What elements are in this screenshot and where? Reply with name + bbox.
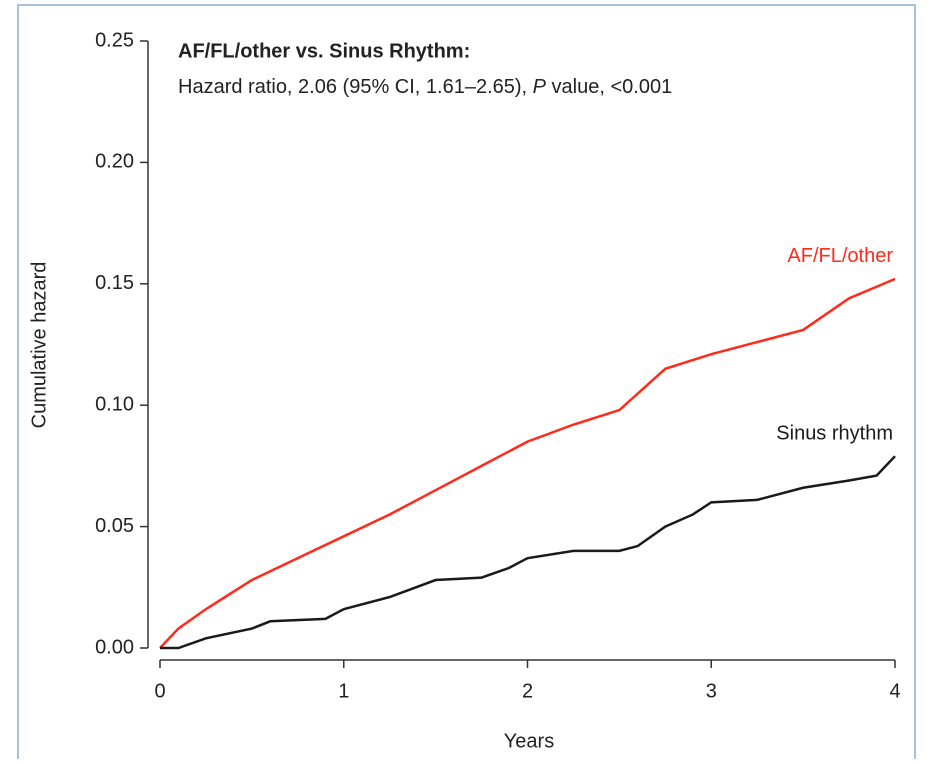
y-tick-label: 0.00 [95, 636, 134, 658]
y-tick-label: 0.05 [95, 515, 134, 537]
x-tick-label: 0 [154, 680, 165, 702]
x-axis-label: Years [504, 730, 554, 752]
subtitle-part: value, <0.001 [546, 76, 672, 98]
y-axis-label: Cumulative hazard [28, 262, 50, 429]
chart-subtitle: Hazard ratio, 2.06 (95% CI, 1.61–2.65), … [178, 76, 672, 98]
y-tick-label: 0.10 [95, 393, 134, 415]
chart-title: AF/FL/other vs. Sinus Rhythm: [178, 40, 470, 62]
series-label: AF/FL/other [787, 245, 893, 267]
x-tick-label: 1 [338, 680, 349, 702]
frame [17, 4, 916, 759]
x-tick-label: 2 [522, 680, 533, 702]
x-tick-label: 4 [889, 680, 900, 702]
x-tick-label: 3 [706, 680, 717, 702]
line [160, 455, 896, 650]
subtitle-part: Hazard ratio, 2.06 (95% CI, 1.61–2.65), [178, 76, 533, 98]
y-tick-label: 0.20 [95, 151, 134, 173]
line [159, 277, 896, 649]
subtitle-part: P [533, 76, 547, 98]
y-tick-label: 0.15 [95, 272, 134, 294]
series-label: Sinus rhythm [776, 422, 893, 444]
y-tick-label: 0.25 [95, 29, 134, 51]
